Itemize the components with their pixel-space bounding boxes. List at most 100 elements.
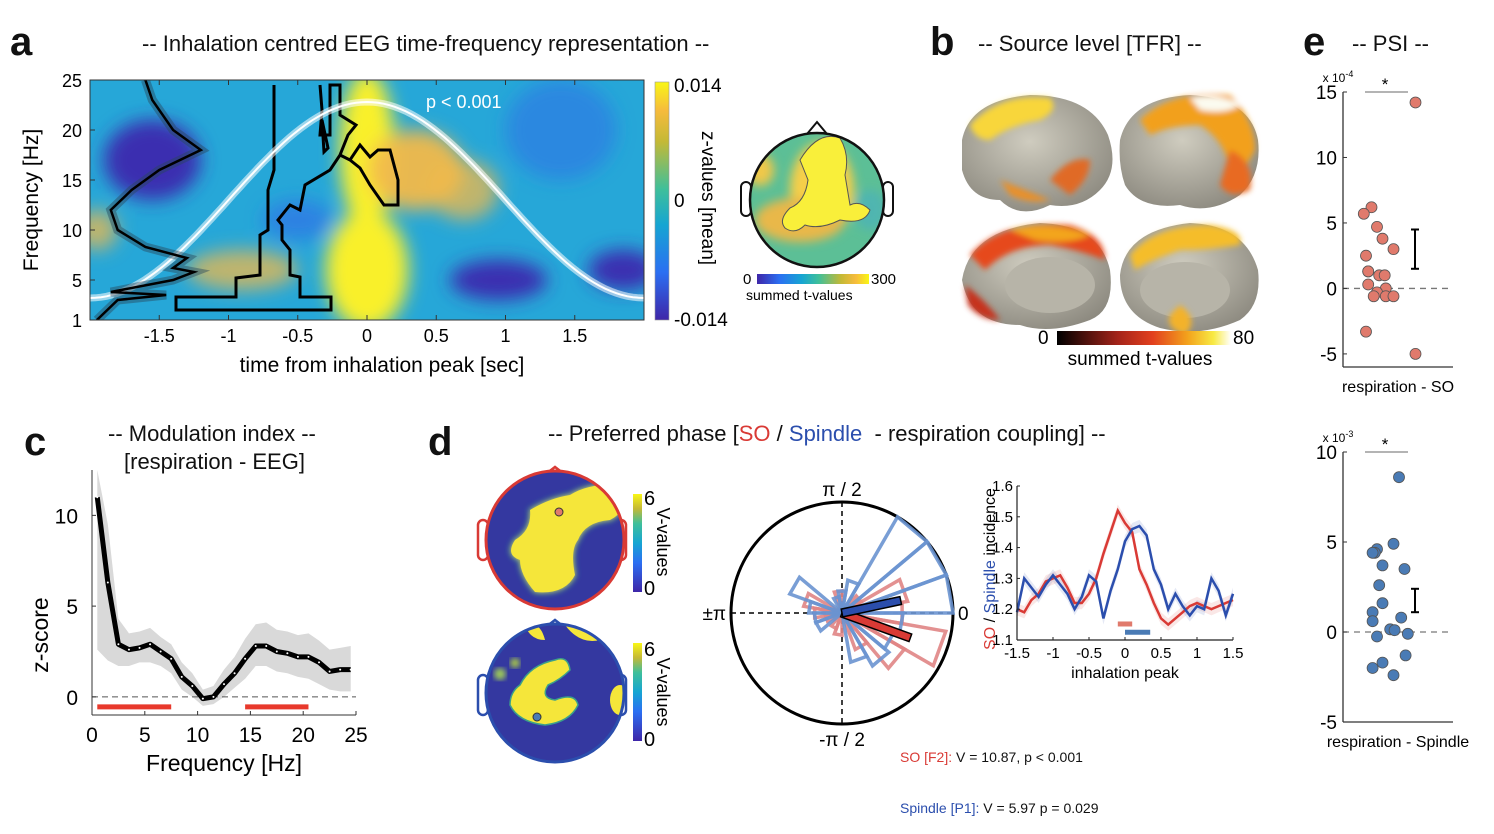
psi-ytick-label: 10 [1316,148,1337,169]
mi-point [339,668,342,671]
psi-data-point [1360,249,1372,262]
so-stats-line: SO [F2]: V = 10.87, p < 0.001 [900,749,1099,766]
tfr-xtick-label: -1 [220,326,236,346]
mi-ylabel: z-score [27,597,53,672]
mi-xtick-label: 15 [239,724,262,747]
mi-xlabel: Frequency [Hz] [146,750,302,776]
panel-c-title-line2: [respiration - EEG] [124,449,305,474]
mi-point [170,657,173,660]
psi-ytick-label: 0 [1326,623,1337,644]
panel-label-b: b [930,20,955,64]
polar-bin-spindle [840,514,930,615]
brain-left-lateral [962,95,1113,212]
polar-histogram: π / 2 -π / 2 ±π 0 [702,480,968,751]
incidence-ytick-label: 1.4 [992,540,1013,557]
v-colorbar-spindle-title: V-values [653,657,673,726]
psi-data-point [1395,611,1408,624]
electrode-p1-marker [532,712,542,722]
tfr-xtick-label: 1.5 [562,326,587,346]
mi-point [212,695,215,698]
mi-point [117,643,120,646]
mi-point [307,655,310,658]
v-colorbar-spindle-min: 0 [644,729,655,751]
incidence-ytick-label: 1.5 [992,509,1013,526]
brain-colorbar-min: 0 [1038,328,1049,349]
psi-data-point [1401,627,1414,640]
mi-xtick-label: 20 [292,724,315,747]
psi-data-point [1376,232,1389,245]
psi-data-point [1398,563,1411,575]
psi-data-point [1376,656,1389,669]
so-stats-text: V = 10.87, p < 0.001 [952,749,1083,765]
polar-label-left: ±π [702,604,726,625]
psi-data-point [1378,269,1391,282]
mi-xtick-label: 0 [86,724,98,747]
mi-xtick-label: 5 [139,724,151,747]
mi-ytick-label: 0 [66,687,78,710]
psi-data-point [1365,201,1378,214]
psi-data-point [1387,669,1400,682]
tfr-ytick-label: 1 [72,311,82,331]
modulation-index-plot: 0 5 10 15 20 25 0 5 10 Frequency [Hz] z-score [27,470,368,776]
psi-ytick-label: 15 [1316,83,1337,104]
incidence-ylabel-spindle: Spindle [982,560,999,613]
incidence-ylabel-sep: / [982,613,999,626]
mi-point [233,672,236,675]
coupling-stats: SO [F2]: V = 10.87, p < 0.001 Spindle [P… [900,715,1099,834]
incidence-ytick-label: 1.1 [992,632,1013,649]
tfr-ytick-label: 10 [62,221,82,241]
tfr-xtick-label: -1.5 [144,326,175,346]
psi-spindle-plot: -5 0 5 10 * x 10-3 respiration - Spindle [1316,429,1469,751]
polar-label-top: π / 2 [822,480,862,501]
panel-c-title-line1: -- Modulation index -- [108,421,316,446]
incidence-xtick-label: -1 [1046,645,1059,662]
mi-point [127,648,130,651]
panel-d-title-suffix: - respiration coupling] -- [862,421,1106,446]
incidence-line-spindle [1015,524,1235,620]
panel-label-d: d [428,420,453,464]
mi-point [106,581,109,584]
mi-confidence-band [97,470,351,706]
psi-data-point [1362,265,1375,278]
topo-colorbar [757,274,869,284]
brain-colorbar-max: 80 [1233,328,1254,349]
psi-multiplier-label: x 10-4 [1323,69,1354,85]
mi-point [254,645,257,648]
psi-significance-star: * [1382,75,1389,94]
tfr-blob [186,250,298,290]
so-stats-label: SO [F2]: [900,749,953,765]
psi-data-point [1409,96,1422,109]
mi-point [296,655,299,658]
incidence-ylabel: SO / Spindle incidence [982,488,999,650]
v-topoplots: 6 0 V-values 6 0 V-values [476,465,673,764]
topo-colorbar-max: 300 [871,271,896,288]
mi-point [349,668,352,671]
mi-point [149,643,152,646]
mi-point [159,650,162,653]
psi-data-point [1360,325,1372,338]
incidence-ytick-label: 1.2 [992,601,1013,618]
polar-bin-spindle [836,589,848,614]
brain-figure: 0 80 summed t-values [962,94,1259,370]
head-outline-so [484,469,626,611]
topoplot-a: 0 300 summed t-values [740,120,896,303]
psi-data-point [1371,220,1383,233]
psi-xlabel: respiration - SO [1342,379,1454,396]
incidence-xtick-label: 0 [1121,645,1129,662]
psi-multiplier-label: x 10-3 [1323,429,1354,445]
tfr-ytick-label: 5 [72,271,82,291]
incidence-line-so [1016,507,1234,627]
incidence-xtick-label: -1.5 [1004,645,1030,662]
panel-d-title-so: SO [738,421,771,446]
tfr-colorbar [654,81,670,321]
mi-point [138,646,141,649]
incidence-xtick-label: -0.5 [1076,645,1102,662]
tfr-ytick-label: 25 [62,71,82,91]
v-colorbar-so-title: V-values [653,507,673,576]
polar-label-bottom: -π / 2 [819,730,865,751]
brain-right-medial [1120,223,1259,335]
panel-label-e: e [1303,20,1326,64]
tfr-blob [90,210,118,250]
incidence-plot: SO / Spindle incidence -1.5 -1 -0.5 0 0.5 1 1.… [982,478,1243,682]
psi-ytick-label: -5 [1320,713,1337,734]
